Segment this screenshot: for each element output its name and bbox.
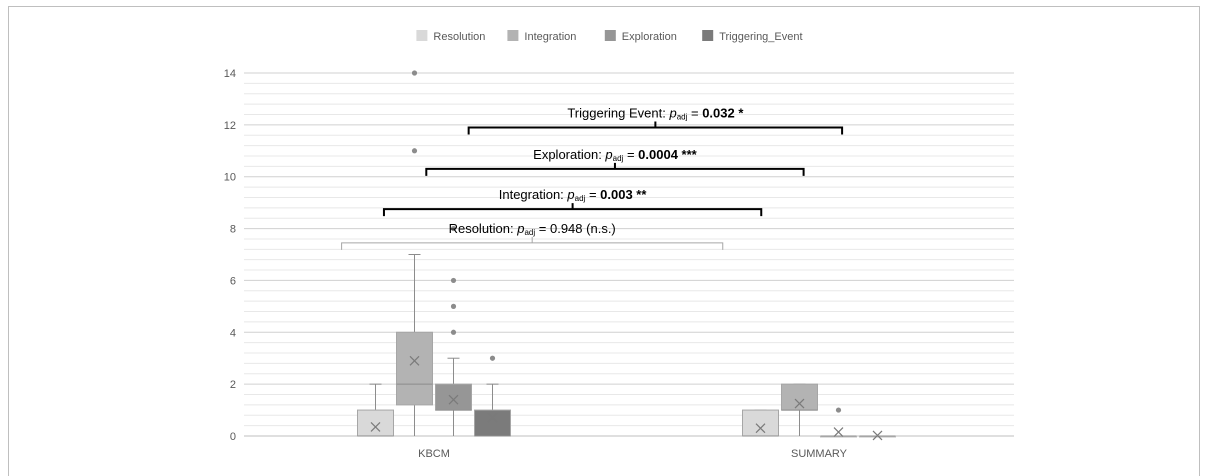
significance-bracket — [341, 236, 724, 250]
legend-label: Exploration — [622, 31, 677, 43]
outlier-point — [411, 70, 418, 76]
legend-label: Resolution — [433, 31, 485, 43]
outlier-point — [489, 355, 496, 361]
annotation-exploration: Exploration: padj = 0.0004 *** — [425, 147, 805, 176]
y-tick-label: 14 — [224, 68, 236, 80]
annotation-resolution: Resolution: padj = 0.948 (n.s.) — [341, 221, 724, 250]
legend-swatch — [702, 30, 714, 41]
legend-item-integration: Integration — [507, 30, 576, 43]
box-iqr — [742, 409, 779, 437]
legend-swatch — [416, 30, 428, 41]
y-tick-label: 8 — [230, 224, 236, 236]
plot-area — [357, 70, 896, 441]
annotation-value: 0.948 — [550, 221, 583, 236]
mean-marker — [409, 355, 420, 366]
mean-marker — [755, 423, 766, 434]
significance-annotations: Triggering Event: padj = 0.032 *Explorat… — [341, 105, 844, 250]
box-integration-kbcm — [396, 70, 433, 436]
annotation-eq: = — [585, 187, 600, 202]
legend: Resolution Integration Exploration Triggeri… — [416, 30, 803, 43]
significance-bracket — [425, 162, 805, 176]
mean-marker — [794, 398, 805, 409]
legend-label: Integration — [524, 31, 576, 43]
box-iqr — [396, 331, 433, 406]
mean-marker — [872, 430, 883, 441]
annotation-eq: = — [535, 221, 550, 236]
annotation-sub: adj — [677, 112, 688, 121]
annotation-metric: Triggering Event: — [567, 105, 669, 120]
annotation-suffix: (n.s.) — [583, 221, 616, 236]
x-category-label: KBCM — [418, 448, 450, 460]
annotation-metric: Resolution: — [449, 221, 518, 236]
outlier-point — [450, 303, 457, 309]
boxplot-chart: 0 2 4 6 8 10 12 14 KBCM SUMMARY Triggering Event… — [224, 30, 1014, 460]
mean-marker — [448, 394, 459, 405]
annotation-integration: Integration: padj = 0.003 ** — [382, 187, 763, 217]
y-tick-label: 12 — [224, 120, 236, 132]
annotation-metric: Exploration: — [533, 147, 605, 162]
outlier-point — [835, 407, 842, 413]
y-tick-label: 2 — [230, 379, 236, 391]
box-iqr — [781, 383, 818, 411]
box-resolution-summary — [742, 409, 779, 437]
significance-label: Triggering Event: padj = 0.032 * — [567, 105, 744, 121]
box-iqr — [357, 409, 394, 437]
y-tick-label: 4 — [230, 327, 236, 339]
outlier-point — [450, 277, 457, 284]
box-integration-summary — [781, 383, 818, 436]
outlier-point — [411, 148, 418, 154]
annotation-triggeringevent: Triggering Event: padj = 0.032 * — [467, 105, 844, 135]
legend-label: Triggering_Event — [719, 31, 802, 43]
mean-marker — [833, 427, 844, 438]
box-iqr — [474, 409, 511, 437]
annotation-p: p — [516, 221, 524, 236]
box-triggering_event-kbcm — [474, 355, 511, 437]
outlier-point — [450, 329, 457, 335]
annotation-p: p — [566, 187, 574, 202]
annotation-eq: = — [623, 147, 638, 162]
y-axis: 0 2 4 6 8 10 12 14 — [224, 68, 236, 443]
legend-swatch — [604, 30, 616, 41]
legend-swatch — [507, 30, 519, 41]
annotation-sub: adj — [524, 228, 535, 237]
box-exploration-kbcm — [435, 225, 472, 436]
legend-item-resolution: Resolution — [416, 30, 485, 43]
mean-marker — [487, 412, 498, 423]
annotation-p: p — [604, 147, 612, 162]
annotation-metric: Integration: — [499, 187, 568, 202]
annotation-sub: adj — [575, 194, 586, 203]
annotation-sub: adj — [613, 154, 624, 163]
significance-label: Integration: padj = 0.003 ** — [499, 187, 648, 203]
legend-item-triggering_event: Triggering_Event — [702, 30, 803, 43]
significance-label: Resolution: padj = 0.948 (n.s.) — [449, 221, 616, 237]
significance-label: Exploration: padj = 0.0004 *** — [533, 147, 698, 163]
y-tick-label: 0 — [230, 431, 236, 443]
annotation-value: 0.032 * — [702, 105, 744, 120]
mean-marker — [370, 422, 381, 432]
chart-frame: 0 2 4 6 8 10 12 14 KBCM SUMMARY Triggering Event… — [8, 6, 1200, 476]
annotation-value: 0.0004 *** — [638, 147, 697, 162]
annotation-eq: = — [687, 105, 702, 120]
outlier-point — [450, 225, 457, 232]
box-resolution-kbcm — [357, 383, 394, 437]
annotation-value: 0.003 ** — [600, 187, 647, 202]
y-tick-label: 6 — [230, 275, 236, 287]
significance-bracket — [382, 203, 763, 217]
x-category-label: SUMMARY — [791, 448, 848, 460]
box-exploration-summary — [820, 407, 857, 438]
y-tick-label: 10 — [224, 172, 236, 184]
significance-bracket — [467, 121, 844, 135]
box-iqr — [435, 383, 472, 411]
annotation-p: p — [668, 105, 676, 120]
x-axis: KBCM SUMMARY — [418, 448, 848, 460]
legend-item-exploration: Exploration — [604, 30, 677, 43]
box-triggering_event-summary — [859, 430, 896, 441]
